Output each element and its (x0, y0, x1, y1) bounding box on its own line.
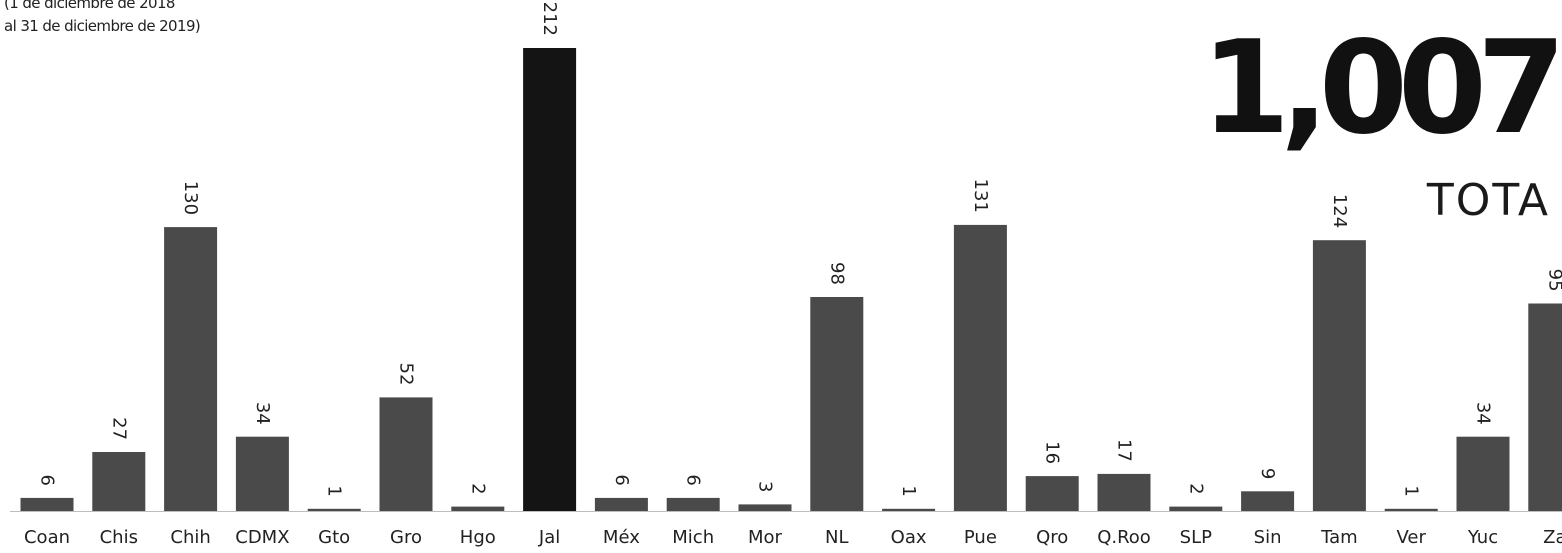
bar-value-label: 16 (1042, 441, 1063, 464)
bar-qro (1025, 476, 1079, 511)
bar-q-roo (1097, 473, 1151, 511)
x-tick-label: Jal (538, 527, 560, 548)
x-tick-label: Gro (390, 527, 422, 548)
x-tick-label: NL (825, 527, 849, 548)
bar-value-label: 212 (539, 2, 560, 36)
bar-slp (1169, 506, 1223, 511)
bar-value-label: 3 (755, 481, 776, 492)
bar-chis (92, 452, 146, 511)
x-tick-label: Mich (672, 527, 714, 548)
x-tick-label: SLP (1180, 527, 1212, 548)
bar-value-label: 9 (1257, 468, 1278, 479)
bar-gro (379, 397, 433, 511)
x-tick-label: Qro (1036, 527, 1068, 548)
x-tick-label: Za (1543, 527, 1562, 548)
bar-value-label: 1 (898, 485, 919, 496)
bar-value-label: 2 (467, 483, 488, 494)
bar-value-label: 1 (324, 485, 345, 496)
x-tick-label: Oax (891, 527, 927, 548)
bar-value-label: 6 (37, 474, 58, 485)
bar-chih (164, 227, 218, 511)
x-tick-label: Chih (170, 527, 210, 548)
bar-sin (1241, 491, 1295, 511)
bar-value-label: 130 (180, 181, 201, 215)
bar-hgo (451, 506, 505, 511)
bar-value-label: 2 (1185, 483, 1206, 494)
bar-value-label: 124 (1329, 194, 1350, 228)
x-tick-label: Hgo (460, 527, 496, 548)
x-tick-label: Pue (964, 527, 997, 548)
bar-oax (882, 508, 936, 511)
bar-coan (20, 497, 74, 511)
bar-pue (953, 224, 1007, 511)
bar-value-label: 6 (611, 474, 632, 485)
bar-value-label: 52 (396, 363, 417, 386)
bar-za (1528, 303, 1562, 511)
x-tick-label: Q.Roo (1097, 527, 1151, 548)
x-tick-label: Tam (1320, 527, 1358, 548)
bar-value-label: 27 (108, 417, 129, 440)
total-value: 1,007 (1201, 14, 1562, 163)
bar-ver (1384, 508, 1438, 511)
bar-m-x (594, 497, 648, 511)
bar-yuc (1456, 436, 1510, 511)
bar-nl (810, 297, 864, 511)
bar-value-label: 95 (1544, 269, 1562, 292)
x-tick-label: CDMX (235, 527, 289, 548)
bar-value-label: 34 (1473, 402, 1494, 425)
x-tick-label: Yuc (1467, 527, 1498, 548)
x-tick-label: Sin (1254, 527, 1282, 548)
bar-value-label: 17 (1114, 439, 1135, 462)
bar-value-label: 131 (970, 179, 991, 213)
bar-value-label: 6 (683, 474, 704, 485)
chart-subtitle-line-2: al 31 de diciembre de 2019) (4, 17, 201, 35)
x-tick-label: Mor (748, 527, 783, 548)
x-tick-label: Ver (1397, 527, 1427, 548)
bar-mich (666, 497, 720, 511)
x-tick-label: Chis (100, 527, 138, 548)
bar-value-label: 1 (1401, 485, 1422, 496)
chart-subtitle-line-1: (1 de diciembre de 2018 (4, 0, 175, 12)
x-tick-label: Gto (318, 527, 350, 548)
bar-value-label: 34 (252, 402, 273, 425)
bar-value-label: 98 (826, 262, 847, 285)
x-tick-label: Coan (24, 527, 70, 548)
bar-tam (1312, 240, 1366, 511)
bar-cdmx (235, 436, 289, 511)
bar-mor (738, 504, 792, 511)
total-label: TOTA (1426, 175, 1550, 226)
bar-jal (523, 48, 577, 511)
bar-gto (307, 508, 361, 511)
x-tick-label: Méx (603, 527, 640, 548)
